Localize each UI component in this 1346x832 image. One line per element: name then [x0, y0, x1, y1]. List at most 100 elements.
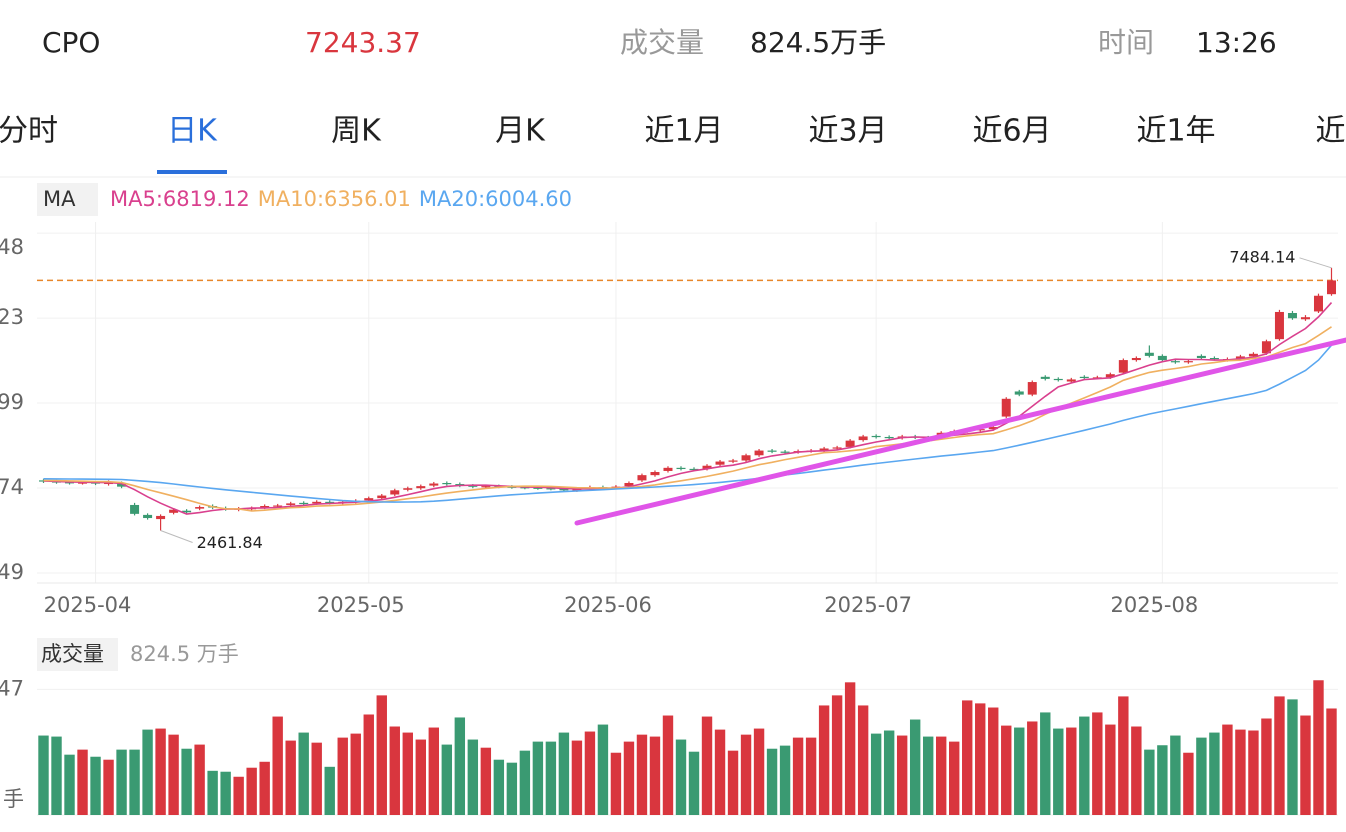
volume-bar [168, 734, 179, 815]
candle-body [559, 488, 569, 491]
candle-body [130, 504, 140, 514]
volume-label: 成交量 [620, 26, 704, 59]
candle-body [260, 506, 270, 508]
tab[interactable]: 近3 [1315, 114, 1346, 149]
candle-body [195, 507, 205, 509]
tab[interactable]: 日K [167, 114, 218, 149]
candle-body [1196, 355, 1206, 358]
candle-body [1300, 317, 1310, 320]
volume-bar [1066, 727, 1077, 815]
candle-body [312, 501, 322, 504]
volume-bar [51, 736, 62, 815]
candle-body [741, 455, 751, 461]
candle-body [637, 475, 647, 481]
candle-body [1131, 357, 1141, 361]
candle-body [1014, 391, 1024, 395]
volume-bar [688, 751, 700, 815]
volume-bar [636, 734, 648, 815]
candle-body [429, 483, 439, 486]
volume-bar [1040, 712, 1051, 815]
volume-bar [1313, 680, 1324, 815]
volume-bar [922, 736, 934, 815]
volume-bar [714, 729, 726, 815]
y-tick-label: 47 [0, 676, 24, 700]
leader-line [160, 530, 193, 543]
candle-body [364, 498, 374, 501]
candle-body [1144, 352, 1154, 356]
volume-bar [64, 754, 75, 815]
volume-bar [1300, 715, 1311, 815]
candle-body [1170, 361, 1180, 363]
candle-body [1313, 295, 1323, 312]
tab[interactable]: 月K [495, 114, 546, 149]
candle-body [403, 488, 413, 490]
volume-bar [701, 716, 713, 815]
y-tick-label: 74 [0, 475, 24, 499]
volume-bar [324, 766, 335, 815]
volume-bar [610, 752, 622, 815]
tab[interactable]: 近1年 [1136, 114, 1215, 149]
volume-bar [1248, 730, 1259, 815]
volume-bar [77, 749, 88, 815]
candle-body [468, 485, 478, 487]
tab[interactable]: 分时 [0, 114, 58, 149]
candle-body [1079, 376, 1089, 379]
volume-bar [1170, 735, 1181, 815]
volume-bar [805, 737, 817, 815]
volume-bar [584, 731, 596, 815]
tab[interactable]: 近3月 [808, 114, 887, 149]
volume-bar [519, 750, 531, 815]
leader-line [1299, 257, 1332, 269]
candle-body [546, 488, 556, 490]
trend-line [574, 337, 1346, 526]
volume-bar [441, 744, 453, 815]
volume-bar [740, 734, 752, 815]
legend-entry: MA5:6819.12 [110, 187, 250, 211]
volume-bar [1001, 725, 1012, 815]
candle-body [1261, 341, 1271, 354]
candle-body [533, 487, 543, 489]
candle-body [663, 467, 673, 471]
volume-bar [558, 732, 570, 815]
volume-bar [207, 770, 218, 815]
candle-body [845, 440, 855, 447]
volume-bar [766, 748, 778, 815]
candle-body [416, 486, 426, 489]
candle-body [520, 487, 530, 489]
volume-bar [857, 705, 869, 815]
candle-body [1274, 311, 1284, 340]
candle-body [117, 482, 127, 487]
tab-underline [157, 170, 227, 174]
candle-body [325, 501, 335, 504]
volume-bar [220, 771, 231, 815]
volume-bar [1092, 712, 1103, 815]
volume-bar [116, 749, 127, 815]
candle-body [676, 467, 686, 470]
volume-bar [1053, 728, 1064, 815]
volume-bar [792, 737, 804, 815]
volume-bar [298, 732, 309, 815]
volume-bar [949, 741, 960, 815]
time-label: 时间 [1098, 26, 1154, 59]
y-tick-label: 手 [3, 787, 24, 811]
tabs: 分时 日K 周K 月K 近1月 近3月 近6月 近1年 近3 [0, 114, 1346, 174]
tab[interactable]: 周K [331, 114, 382, 149]
candle-body [975, 429, 985, 431]
volume-bar [1209, 732, 1220, 815]
volume-title-box [37, 638, 118, 671]
candle-body [273, 505, 283, 507]
volume-bar [571, 740, 583, 815]
volume-bar [1287, 699, 1298, 815]
volume-bar [194, 744, 205, 815]
volume-bar [545, 741, 557, 815]
candle-body [78, 482, 88, 484]
volume-bar [883, 730, 895, 815]
volume-bar [935, 736, 947, 815]
volume-bar [779, 745, 791, 815]
tab[interactable]: 近6月 [972, 114, 1051, 149]
candle-body [507, 486, 517, 488]
tab[interactable]: 近1月 [644, 114, 723, 149]
volume-bar [246, 767, 257, 815]
